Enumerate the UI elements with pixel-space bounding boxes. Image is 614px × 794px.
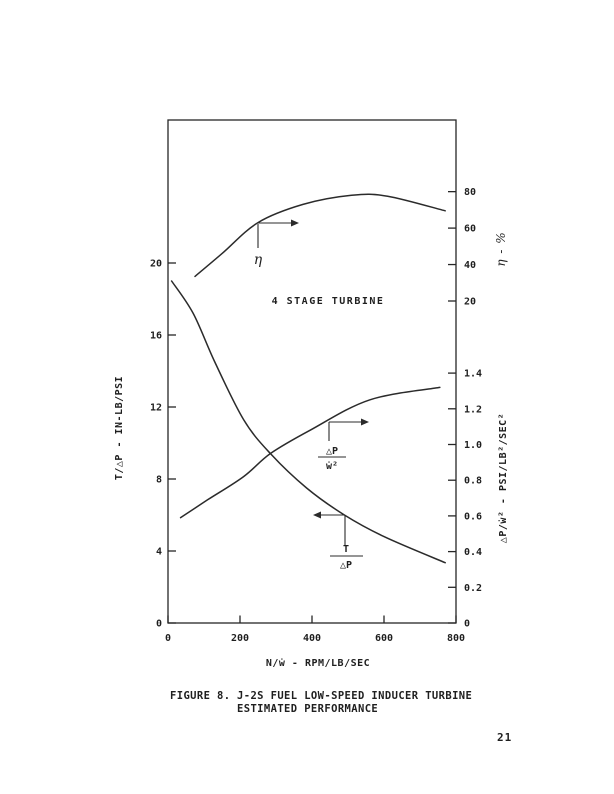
dp-fraction-numerator: △P bbox=[326, 446, 338, 457]
plot-frame bbox=[167, 119, 457, 624]
eta-tick-label: 60 bbox=[464, 224, 476, 235]
eta-tick-label: 80 bbox=[464, 187, 476, 198]
t-fraction-denominator: △P bbox=[340, 560, 352, 571]
left-tick-label: 12 bbox=[150, 403, 162, 414]
eta-tick-label: 20 bbox=[464, 297, 476, 308]
dp-tick-label: 1.2 bbox=[464, 404, 482, 415]
left-tick-label: 0 bbox=[156, 619, 162, 630]
t-curve-label: T △P bbox=[313, 511, 363, 571]
eta-right-arrow-icon bbox=[291, 219, 299, 227]
t-left-arrow-icon bbox=[313, 511, 321, 519]
dp-tick-label: 0.8 bbox=[464, 476, 482, 487]
dp-right-arrow-icon bbox=[361, 418, 369, 426]
curve-dp-over-wdot2 bbox=[179, 386, 441, 519]
dp-tick-label: 0.6 bbox=[464, 511, 482, 522]
x-axis-title: N/ẇ - RPM/LB/SEC bbox=[266, 658, 370, 669]
left-tick-label: 20 bbox=[150, 259, 162, 270]
axis-ticks: 0 200 400 600 8000481216202040608000.20.40.6… bbox=[150, 187, 482, 644]
t-fraction-numerator: T bbox=[343, 544, 349, 555]
dp-tick-label: 1.4 bbox=[464, 369, 482, 380]
stage-annotation: 4 STAGE TURBINE bbox=[272, 296, 385, 307]
x-tick-label: 200 bbox=[231, 633, 249, 644]
figure-number: FIGURE 8. bbox=[170, 690, 231, 702]
figure-title-line1: J-2S FUEL LOW-SPEED INDUCER TURBINE bbox=[237, 690, 473, 702]
figure-title-line2: ESTIMATED PERFORMANCE bbox=[237, 703, 379, 715]
eta-curve-label: η bbox=[254, 219, 299, 268]
left-tick-label: 16 bbox=[150, 331, 162, 342]
curves bbox=[170, 193, 446, 564]
x-tick-label: 600 bbox=[375, 633, 393, 644]
dp-axis-title: △P/ẇ² - PSI/LB²/SEC² bbox=[498, 413, 509, 543]
left-tick-label: 8 bbox=[156, 475, 162, 486]
eta-curve-symbol: η bbox=[254, 252, 263, 268]
page-number: 21 bbox=[497, 731, 513, 744]
dp-fraction-denominator: ẇ² bbox=[326, 461, 338, 472]
dp-tick-label: 1.0 bbox=[464, 440, 482, 451]
left-tick-label: 4 bbox=[156, 547, 162, 558]
dp-curve-label: △P ẇ² bbox=[318, 418, 369, 472]
dp-tick-label: 0.2 bbox=[464, 583, 482, 594]
performance-chart: 0 200 400 600 8000481216202040608000.20.40.6… bbox=[114, 119, 509, 669]
figure-title: J-2S FUEL LOW-SPEED INDUCER TURBINE ESTI… bbox=[237, 690, 472, 716]
dp-tick-label: 0 bbox=[464, 619, 470, 630]
curve-t-over-dp bbox=[170, 280, 446, 564]
dp-tick-label: 0.4 bbox=[464, 547, 482, 558]
eta-tick-label: 40 bbox=[464, 260, 476, 271]
x-tick-label: 400 bbox=[303, 633, 321, 644]
curve-eta bbox=[194, 193, 446, 278]
eta-axis-title: η - % bbox=[494, 231, 508, 266]
figure-caption: FIGURE 8. J-2S FUEL LOW-SPEED INDUCER TU… bbox=[170, 690, 472, 716]
x-tick-label: 0 bbox=[165, 633, 171, 644]
x-tick-label: 800 bbox=[447, 633, 465, 644]
left-axis-title: T/△P - IN-LB/PSI bbox=[114, 376, 125, 480]
